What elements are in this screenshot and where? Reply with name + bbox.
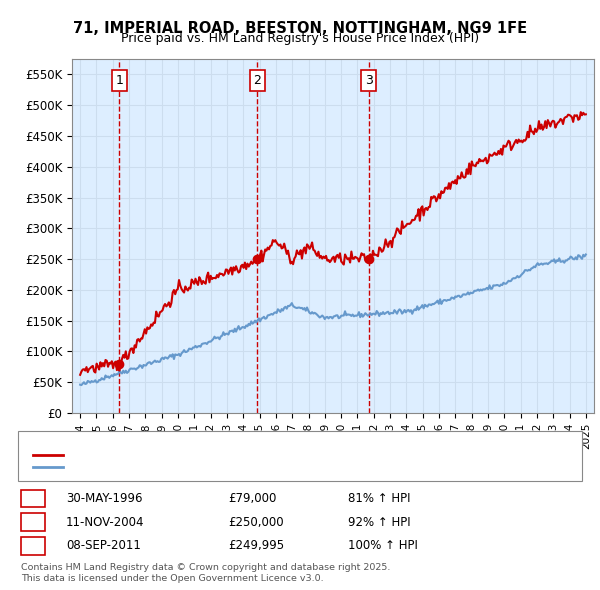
Text: 08-SEP-2011: 08-SEP-2011 [66,539,141,552]
Text: Price paid vs. HM Land Registry's House Price Index (HPI): Price paid vs. HM Land Registry's House … [121,32,479,45]
Text: 11-NOV-2004: 11-NOV-2004 [66,516,145,529]
Text: 3: 3 [29,539,37,552]
Text: 2: 2 [253,74,261,87]
Text: 71, IMPERIAL ROAD, BEESTON, NOTTINGHAM, NG9 1FE: 71, IMPERIAL ROAD, BEESTON, NOTTINGHAM, … [73,21,527,35]
Text: 2: 2 [29,516,37,529]
Text: 1: 1 [29,492,37,505]
Text: 30-MAY-1996: 30-MAY-1996 [66,492,143,505]
Text: 92% ↑ HPI: 92% ↑ HPI [348,516,410,529]
Text: £249,995: £249,995 [228,539,284,552]
Text: Contains HM Land Registry data © Crown copyright and database right 2025.
This d: Contains HM Land Registry data © Crown c… [21,563,391,583]
Text: £79,000: £79,000 [228,492,277,505]
Text: 81% ↑ HPI: 81% ↑ HPI [348,492,410,505]
Text: 1: 1 [116,74,124,87]
Bar [72,59,113,413]
Text: 100% ↑ HPI: 100% ↑ HPI [348,539,418,552]
Text: 71, IMPERIAL ROAD, BEESTON, NOTTINGHAM, NG9 1FE (semi-detached house): 71, IMPERIAL ROAD, BEESTON, NOTTINGHAM, … [66,451,497,460]
Text: 3: 3 [365,74,373,87]
Text: £250,000: £250,000 [228,516,284,529]
Text: HPI: Average price, semi-detached house, Broxtowe: HPI: Average price, semi-detached house,… [66,463,349,472]
